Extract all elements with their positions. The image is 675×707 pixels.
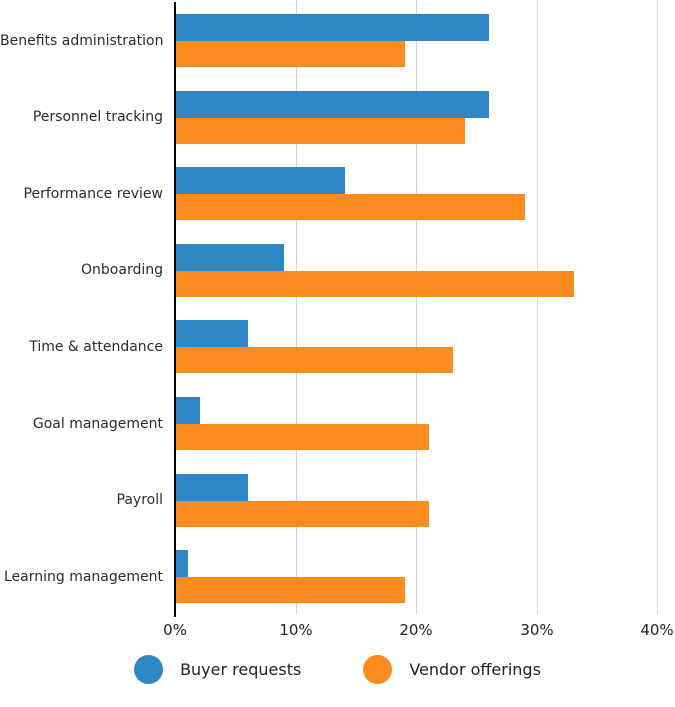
y-axis-line — [174, 2, 176, 617]
legend-item-buyer-requests: Buyer requests — [134, 655, 301, 684]
bar-vendor-offerings — [176, 577, 405, 603]
bar-vendor-offerings — [176, 194, 525, 220]
category-label: Benefits administration — [0, 33, 164, 49]
x-tick-label: 10% — [279, 621, 313, 639]
legend-swatch-icon — [134, 655, 164, 684]
bar-buyer-requests — [176, 474, 248, 501]
category-label: Goal management — [32, 416, 163, 432]
plot-area: Benefits administration Personnel trackin… — [0, 0, 658, 617]
gridline-40 — [657, 0, 658, 614]
bar-buyer-requests — [176, 550, 188, 577]
gridline-10 — [296, 0, 297, 614]
bar-vendor-offerings — [176, 347, 453, 373]
bar-buyer-requests — [176, 244, 284, 271]
category-label: Time & attendance — [29, 339, 163, 355]
category-label: Payroll — [116, 492, 163, 508]
legend-label: Buyer requests — [180, 660, 302, 679]
bar-vendor-offerings — [176, 41, 405, 67]
bar-vendor-offerings — [176, 424, 429, 450]
gridline-20 — [416, 0, 417, 614]
bar-buyer-requests — [176, 167, 345, 194]
x-tick-label: 0% — [163, 621, 187, 639]
legend-label: Vendor offerings — [409, 660, 541, 679]
x-tick-label: 20% — [399, 621, 433, 639]
bar-buyer-requests — [176, 320, 248, 347]
bar-vendor-offerings — [176, 501, 429, 527]
category-label: Onboarding — [81, 262, 163, 278]
gridline-30 — [537, 0, 538, 614]
bar-vendor-offerings — [176, 118, 465, 144]
legend: Buyer requests Vendor offerings — [0, 655, 675, 684]
bar-buyer-requests — [176, 91, 489, 118]
category-label: Learning management — [3, 569, 163, 585]
legend-swatch-icon — [363, 655, 393, 684]
x-tick-label: 40% — [640, 621, 674, 639]
bar-vendor-offerings — [176, 271, 574, 297]
legend-item-vendor-offerings: Vendor offerings — [363, 655, 541, 684]
category-label: Personnel tracking — [32, 109, 163, 125]
category-label: Performance review — [23, 186, 163, 202]
bar-buyer-requests — [176, 14, 489, 41]
bar-buyer-requests — [176, 397, 200, 424]
x-tick-label: 30% — [520, 621, 554, 639]
